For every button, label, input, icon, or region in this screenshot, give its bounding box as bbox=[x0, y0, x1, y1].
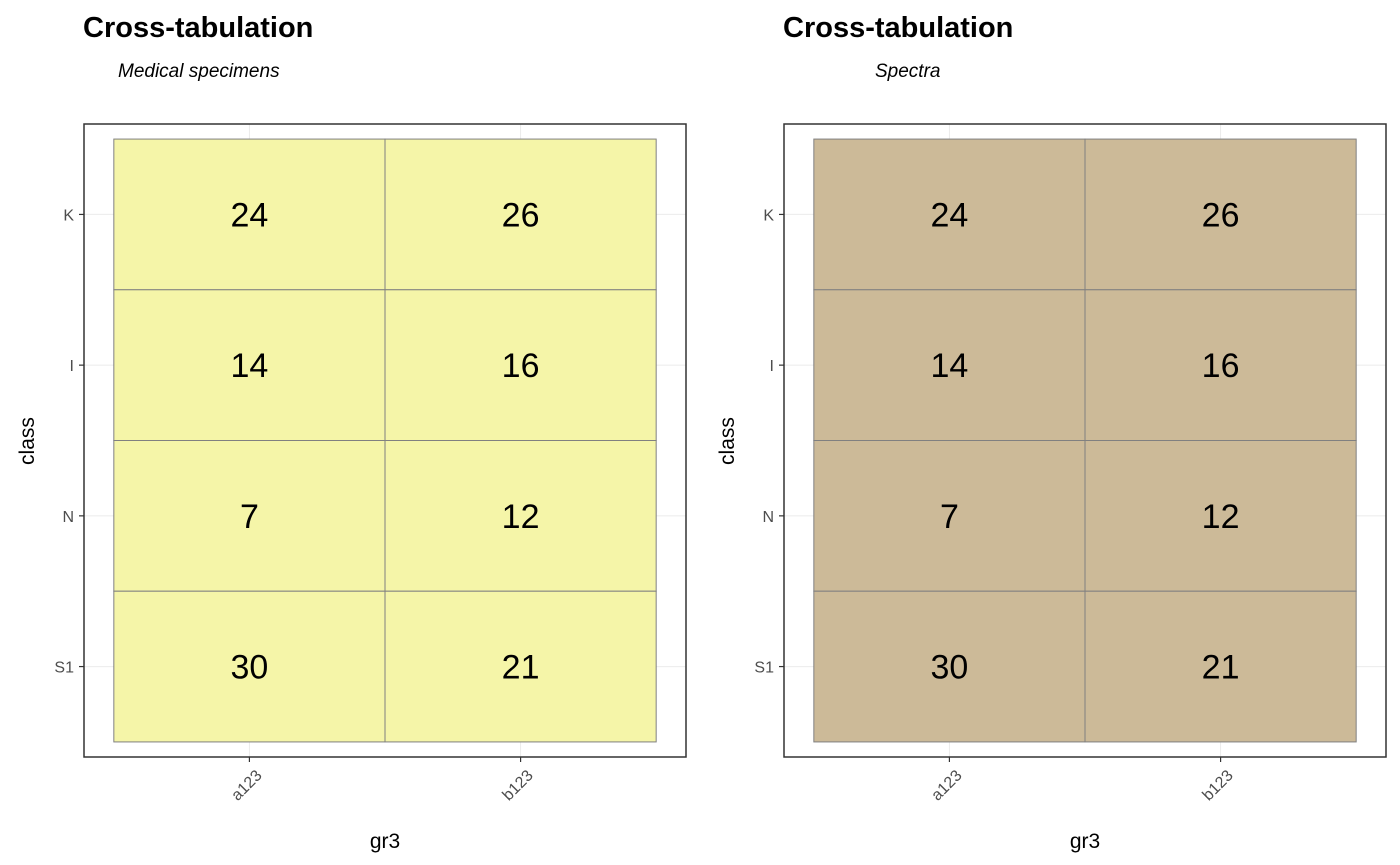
heatmap-cell bbox=[384, 440, 657, 592]
heatmap-cell bbox=[1084, 440, 1357, 592]
heatmap-cell bbox=[384, 590, 657, 743]
plot-frame bbox=[783, 123, 1387, 758]
chart-title: Cross-tabulation bbox=[83, 12, 313, 44]
y-axis-label: class bbox=[716, 417, 739, 465]
y-tick-label: K bbox=[763, 207, 774, 224]
y-axis: K I N S1 bbox=[754, 207, 784, 677]
heatmap-cell bbox=[1084, 289, 1357, 441]
x-axis: a123 b123 bbox=[228, 757, 537, 804]
cell-value-label: 26 bbox=[502, 196, 540, 234]
y-tick-label: N bbox=[762, 509, 774, 526]
y-axis: K I N S1 bbox=[54, 207, 84, 677]
heatmap-cell bbox=[813, 440, 1086, 592]
chart-title: Cross-tabulation bbox=[783, 12, 1013, 44]
y-tick-label: I bbox=[770, 358, 774, 375]
x-tick-label: a123 bbox=[928, 767, 965, 804]
cell-value-label: 12 bbox=[1202, 498, 1240, 536]
cell-value-label: 21 bbox=[502, 649, 540, 687]
plot-frame bbox=[83, 123, 687, 758]
cell-value-label: 30 bbox=[931, 649, 969, 687]
heatmap-cell bbox=[113, 440, 386, 592]
x-tick-label: a123 bbox=[228, 767, 265, 804]
cell-value-label: 24 bbox=[231, 196, 269, 234]
y-tick-label: N bbox=[62, 509, 74, 526]
chart-panel-2: Cross-tabulation Spectra 24 26 14 16 7 12 30 21… bbox=[716, 12, 1387, 853]
cell-value-label: 24 bbox=[931, 196, 969, 234]
cell-value-label: 7 bbox=[940, 498, 959, 536]
heatmap-cell bbox=[1084, 590, 1357, 743]
chart-subtitle: Medical specimens bbox=[118, 61, 280, 82]
cell-value-label: 7 bbox=[240, 498, 259, 536]
cell-value-label: 26 bbox=[1202, 196, 1240, 234]
heatmap-cell bbox=[384, 289, 657, 441]
cell-value-label: 30 bbox=[231, 649, 269, 687]
heatmap-cell bbox=[813, 138, 1086, 291]
cell-value-label: 14 bbox=[231, 347, 269, 385]
x-axis-label: gr3 bbox=[1070, 830, 1100, 853]
cell-value-label: 14 bbox=[931, 347, 969, 385]
y-tick-label: S1 bbox=[754, 660, 774, 677]
heatmap-cell bbox=[113, 138, 386, 291]
cell-value-label: 21 bbox=[1202, 649, 1240, 687]
heatmap-cells: 24 26 14 16 7 12 30 21 bbox=[113, 138, 657, 743]
x-tick-label: b123 bbox=[500, 767, 537, 804]
cell-value-label: 16 bbox=[1202, 347, 1240, 385]
heatmap-cell bbox=[813, 289, 1086, 441]
y-tick-label: I bbox=[70, 358, 74, 375]
y-axis-label: class bbox=[16, 417, 39, 465]
x-axis: a123 b123 bbox=[928, 757, 1237, 804]
x-tick-label: b123 bbox=[1200, 767, 1237, 804]
y-tick-label: K bbox=[63, 207, 74, 224]
y-tick-label: S1 bbox=[54, 660, 74, 677]
chart-panel-1: Cross-tabulation Medical specimens 24 26 1… bbox=[16, 12, 687, 853]
heatmap-cell bbox=[384, 138, 657, 291]
cell-value-label: 16 bbox=[502, 347, 540, 385]
heatmap-cells: 24 26 14 16 7 12 30 21 bbox=[813, 138, 1357, 743]
heatmap-cell bbox=[113, 590, 386, 743]
chart-subtitle: Spectra bbox=[875, 61, 940, 82]
x-axis-label: gr3 bbox=[370, 830, 400, 853]
cell-value-label: 12 bbox=[502, 498, 540, 536]
heatmap-cell bbox=[1084, 138, 1357, 291]
heatmap-cell bbox=[113, 289, 386, 441]
